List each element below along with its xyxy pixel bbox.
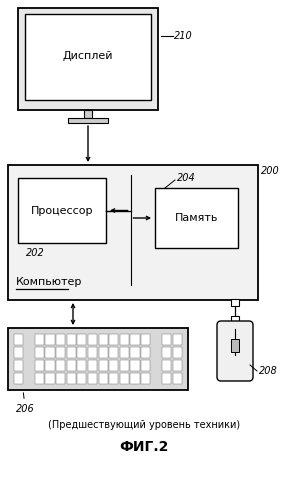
Bar [88,359,97,371]
Bar [155,188,238,248]
Text: (Предшествующий уровень техники): (Предшествующий уровень техники) [48,420,240,430]
Bar [120,333,129,345]
Bar [77,333,86,345]
Text: 200: 200 [261,166,280,176]
Bar [56,346,65,358]
Bar [130,372,140,384]
Bar [77,346,86,358]
Bar [130,333,140,345]
Bar [88,333,97,345]
Bar [141,359,150,371]
Text: 210: 210 [174,31,193,41]
Bar [14,346,23,358]
Bar [231,339,239,352]
Bar [84,110,92,118]
Bar [162,359,171,371]
Bar [77,372,86,384]
Bar [141,372,150,384]
Bar [162,372,171,384]
Bar [130,346,140,358]
Bar [99,372,108,384]
Bar [56,359,65,371]
Text: 204: 204 [177,173,196,183]
Bar [109,346,118,358]
Text: Дисплей: Дисплей [63,51,113,61]
Bar [162,346,171,358]
Bar [88,372,97,384]
Bar [231,316,239,323]
Text: ФИГ.2: ФИГ.2 [119,440,169,454]
Bar [67,333,76,345]
Bar [18,178,106,243]
Text: Компьютер: Компьютер [16,277,82,287]
Bar [56,333,65,345]
Text: Процессор: Процессор [31,206,93,216]
Bar [45,333,55,345]
Bar [8,165,258,300]
Bar [99,333,108,345]
Bar [162,333,171,345]
Bar [35,359,44,371]
Bar [45,372,55,384]
Bar [35,346,44,358]
Bar [109,333,118,345]
Bar [14,333,23,345]
Bar [99,359,108,371]
Bar [120,359,129,371]
Bar [14,372,23,384]
Bar [67,359,76,371]
Bar [141,333,150,345]
Bar [35,333,44,345]
Bar [120,346,129,358]
Bar [173,372,182,384]
Bar [18,8,158,110]
Bar [120,372,129,384]
Bar [45,346,55,358]
Bar [14,359,23,371]
Text: Память: Память [175,213,218,223]
Text: 206: 206 [16,393,35,414]
Bar [68,118,108,123]
Bar [35,372,44,384]
Bar [88,346,97,358]
Bar [8,328,188,390]
Bar [67,346,76,358]
Text: 202: 202 [26,248,45,258]
Bar [25,14,151,100]
Bar [173,346,182,358]
Bar [109,359,118,371]
Bar [45,359,55,371]
Bar [130,359,140,371]
Bar [67,372,76,384]
FancyBboxPatch shape [217,321,253,381]
Bar [56,372,65,384]
Bar [109,372,118,384]
Bar [231,299,239,306]
Bar [99,346,108,358]
Bar [77,359,86,371]
Bar [173,359,182,371]
Bar [141,346,150,358]
Text: 208: 208 [259,366,278,376]
Bar [173,333,182,345]
